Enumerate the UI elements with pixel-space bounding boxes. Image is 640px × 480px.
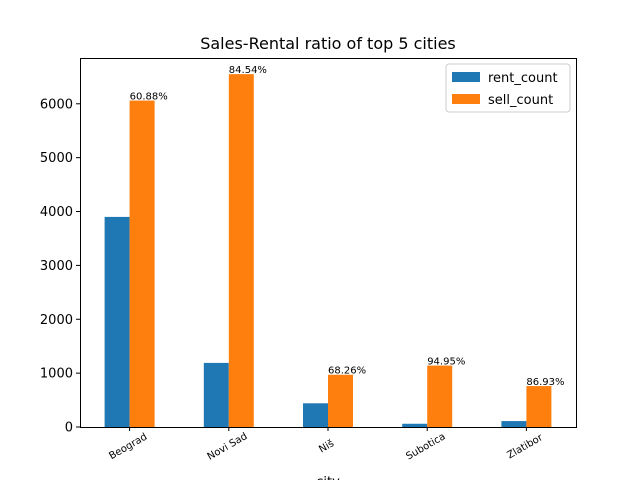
y-tick-label-4000: 4000	[40, 205, 73, 220]
bar-sell-count-nis	[328, 374, 353, 427]
bar-sell-count-subotica	[427, 365, 453, 427]
bar-rent-count-nis	[303, 403, 328, 427]
bar-rent-count-subotica	[402, 423, 428, 427]
legend-label-rent-count: rent_count	[488, 71, 558, 86]
legend-swatch-sell-count	[452, 94, 480, 104]
bar-sell-count-beograd	[129, 100, 155, 427]
data-label-nis: 68.26%	[328, 366, 366, 377]
legend[interactable]: rent_count sell_count	[445, 63, 571, 113]
bars-group	[104, 74, 552, 427]
x-tick-label-nis: Niš	[317, 437, 336, 455]
x-axis-label: city	[316, 475, 340, 480]
y-axis: 0 1000 2000 3000 4000 5000 6000	[40, 97, 80, 436]
data-label-beograd: 60.88%	[130, 92, 168, 103]
y-tick-label-2000: 2000	[40, 313, 73, 328]
y-tick-label-0: 0	[65, 421, 73, 436]
data-label-zlatibor: 86.93%	[526, 377, 564, 388]
y-tick-label-6000: 6000	[40, 97, 73, 112]
data-label-novi-sad: 84.54%	[229, 65, 267, 76]
y-tick-label-3000: 3000	[40, 259, 73, 274]
data-labels-group: 60.88% 84.54% 68.26% 94.95% 86.93%	[130, 65, 565, 388]
x-tick-label-novi-sad: Novi Sad	[206, 431, 250, 463]
x-tick-label-subotica: Subotica	[404, 431, 447, 462]
bar-rent-count-novi-sad	[203, 362, 229, 427]
bar-sell-count-zlatibor	[526, 386, 552, 427]
x-tick-label-zlatibor: Zlatibor	[505, 432, 545, 461]
x-tick-label-beograd: Beograd	[107, 432, 149, 463]
bar-rent-count-zlatibor	[501, 421, 527, 427]
y-tick-label-5000: 5000	[40, 151, 73, 166]
x-axis: Beograd Novi Sad Niš Subotica Zlatibor	[107, 427, 546, 463]
chart-title: Sales-Rental ratio of top 5 cities	[200, 34, 456, 53]
data-label-subotica: 94.95%	[427, 357, 465, 368]
bar-sell-count-novi-sad	[228, 74, 254, 427]
y-tick-label-1000: 1000	[40, 367, 73, 382]
bar-rent-count-beograd	[104, 216, 130, 427]
plot-frame	[80, 58, 577, 428]
legend-label-sell-count: sell_count	[488, 93, 553, 108]
legend-swatch-rent-count	[452, 72, 480, 82]
